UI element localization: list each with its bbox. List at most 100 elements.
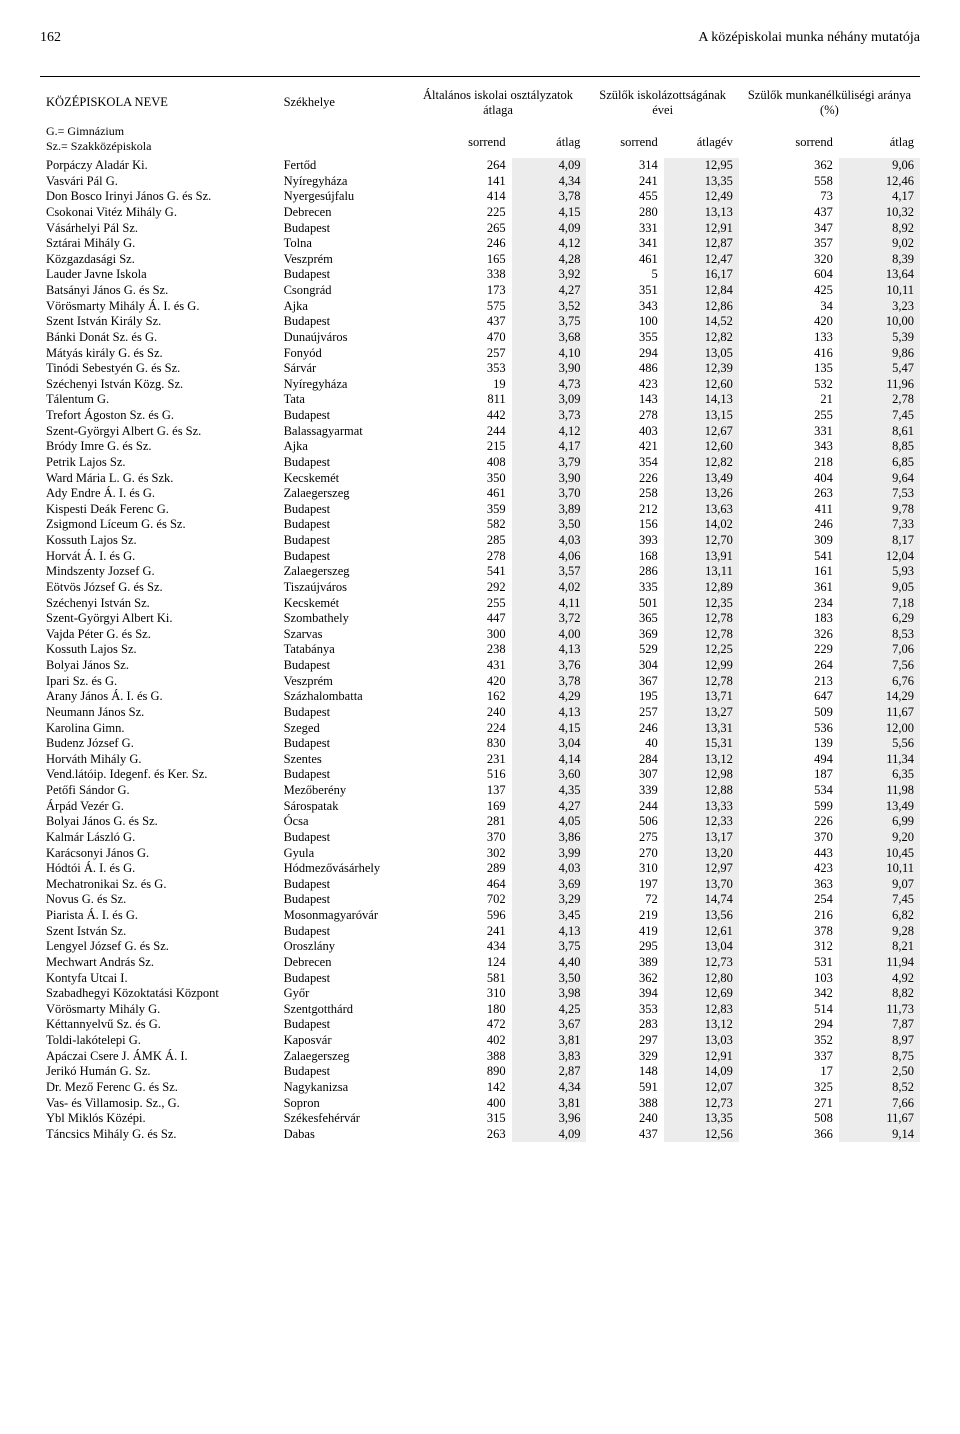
cell-location: Debrecen (278, 955, 410, 971)
cell-atlagev: 12,07 (664, 1080, 739, 1096)
cell-atlag3: 7,56 (839, 658, 920, 674)
cell-atlagev: 13,05 (664, 346, 739, 362)
cell-name: Kispesti Deák Ferenc G. (40, 502, 278, 518)
cell-atlag1: 4,14 (512, 752, 587, 768)
cell-name: Horváth Mihály G. (40, 752, 278, 768)
cell-name: Dr. Mező Ferenc G. és Sz. (40, 1080, 278, 1096)
cell-atlagev: 14,74 (664, 892, 739, 908)
cell-sorrend1: 596 (410, 908, 512, 924)
cell-sorrend1: 173 (410, 283, 512, 299)
cell-sorrend1: 516 (410, 767, 512, 783)
cell-atlag3: 10,45 (839, 846, 920, 862)
cell-atlag3: 13,49 (839, 799, 920, 815)
cell-sorrend1: 581 (410, 971, 512, 987)
cell-sorrend3: 17 (739, 1064, 839, 1080)
table-row: Arany János Á. I. és G.Százhalombatta162… (40, 689, 920, 705)
cell-sorrend2: 148 (586, 1064, 663, 1080)
cell-atlagev: 12,70 (664, 533, 739, 549)
cell-name: Bolyai János Sz. (40, 658, 278, 674)
cell-sorrend3: 255 (739, 408, 839, 424)
cell-atlag1: 4,73 (512, 377, 587, 393)
cell-name: Toldi-lakótelepi G. (40, 1033, 278, 1049)
cell-sorrend2: 258 (586, 486, 663, 502)
table-row: Karácsonyi János G.Gyula3023,9927013,204… (40, 846, 920, 862)
cell-atlag1: 3,83 (512, 1049, 587, 1065)
table-row: Vajda Péter G. és Sz.Szarvas3004,0036912… (40, 627, 920, 643)
cell-location: Hódmezővásárhely (278, 861, 410, 877)
cell-sorrend2: 354 (586, 455, 663, 471)
cell-atlag3: 8,85 (839, 439, 920, 455)
cell-sorrend3: 331 (739, 424, 839, 440)
table-row: Kalmár László G.Budapest3703,8627513,173… (40, 830, 920, 846)
cell-name: Szent-Györgyi Albert Ki. (40, 611, 278, 627)
cell-sorrend1: 285 (410, 533, 512, 549)
cell-atlag3: 8,53 (839, 627, 920, 643)
cell-sorrend1: 289 (410, 861, 512, 877)
cell-atlag1: 3,76 (512, 658, 587, 674)
cell-sorrend2: 343 (586, 299, 663, 315)
cell-sorrend1: 257 (410, 346, 512, 362)
table-row: Eötvös József G. és Sz.Tiszaújváros2924,… (40, 580, 920, 596)
cell-atlag3: 8,97 (839, 1033, 920, 1049)
cell-location: Budapest (278, 971, 410, 987)
cell-location: Budapest (278, 1017, 410, 1033)
table-row: Szent-Györgyi Albert G. és Sz.Balassagya… (40, 424, 920, 440)
cell-atlagev: 13,13 (664, 205, 739, 221)
cell-sorrend2: 284 (586, 752, 663, 768)
table-row: Lauder Javne IskolaBudapest3383,92516,17… (40, 267, 920, 283)
cell-sorrend3: 420 (739, 314, 839, 330)
cell-sorrend1: 461 (410, 486, 512, 502)
cell-atlag1: 3,50 (512, 517, 587, 533)
table-row: Neumann János Sz.Budapest2404,1325713,27… (40, 705, 920, 721)
cell-name: Tinódi Sebestyén G. és Sz. (40, 361, 278, 377)
page-title: A középiskolai munka néhány mutatója (698, 30, 920, 46)
cell-atlag1: 3,90 (512, 471, 587, 487)
cell-name: Piarista Á. I. és G. (40, 908, 278, 924)
cell-sorrend1: 582 (410, 517, 512, 533)
cell-atlag3: 8,21 (839, 939, 920, 955)
cell-sorrend2: 362 (586, 971, 663, 987)
cell-atlagev: 13,35 (664, 174, 739, 190)
cell-atlagev: 12,25 (664, 642, 739, 658)
cell-sorrend2: 421 (586, 439, 663, 455)
cell-sorrend3: 437 (739, 205, 839, 221)
cell-sorrend2: 335 (586, 580, 663, 596)
cell-atlag3: 6,99 (839, 814, 920, 830)
cell-sorrend2: 393 (586, 533, 663, 549)
cell-sorrend2: 388 (586, 1096, 663, 1112)
cell-name: Trefort Ágoston Sz. és G. (40, 408, 278, 424)
cell-name: Zsigmond Líceum G. és Sz. (40, 517, 278, 533)
cell-atlag1: 4,12 (512, 424, 587, 440)
cell-sorrend1: 225 (410, 205, 512, 221)
cell-atlag1: 4,13 (512, 705, 587, 721)
cell-atlagev: 14,09 (664, 1064, 739, 1080)
col-group1: Általános iskolai osztályzatok átlaga (410, 77, 587, 129)
cell-location: Szeged (278, 721, 410, 737)
cell-sorrend2: 156 (586, 517, 663, 533)
cell-atlag3: 10,32 (839, 205, 920, 221)
cell-atlagev: 12,60 (664, 439, 739, 455)
cell-location: Székesfehérvár (278, 1111, 410, 1127)
cell-sorrend3: 161 (739, 564, 839, 580)
cell-atlag3: 5,39 (839, 330, 920, 346)
cell-atlag1: 3,68 (512, 330, 587, 346)
table-row: Mechatronikai Sz. és G.Budapest4643,6919… (40, 877, 920, 893)
cell-atlag3: 8,75 (839, 1049, 920, 1065)
cell-location: Kaposvár (278, 1033, 410, 1049)
cell-sorrend3: 271 (739, 1096, 839, 1112)
cell-location: Tolna (278, 236, 410, 252)
cell-name: Neumann János Sz. (40, 705, 278, 721)
table-row: Apáczai Csere J. ÁMK Á. I.Zalaegerszeg38… (40, 1049, 920, 1065)
cell-atlag3: 12,04 (839, 549, 920, 565)
cell-atlagev: 13,56 (664, 908, 739, 924)
cell-sorrend1: 402 (410, 1033, 512, 1049)
cell-atlag1: 4,34 (512, 174, 587, 190)
cell-sorrend1: 408 (410, 455, 512, 471)
cell-atlag3: 9,78 (839, 502, 920, 518)
cell-location: Budapest (278, 517, 410, 533)
cell-sorrend3: 508 (739, 1111, 839, 1127)
cell-location: Veszprém (278, 252, 410, 268)
cell-sorrend3: 599 (739, 799, 839, 815)
cell-atlagev: 13,70 (664, 877, 739, 893)
cell-sorrend1: 434 (410, 939, 512, 955)
